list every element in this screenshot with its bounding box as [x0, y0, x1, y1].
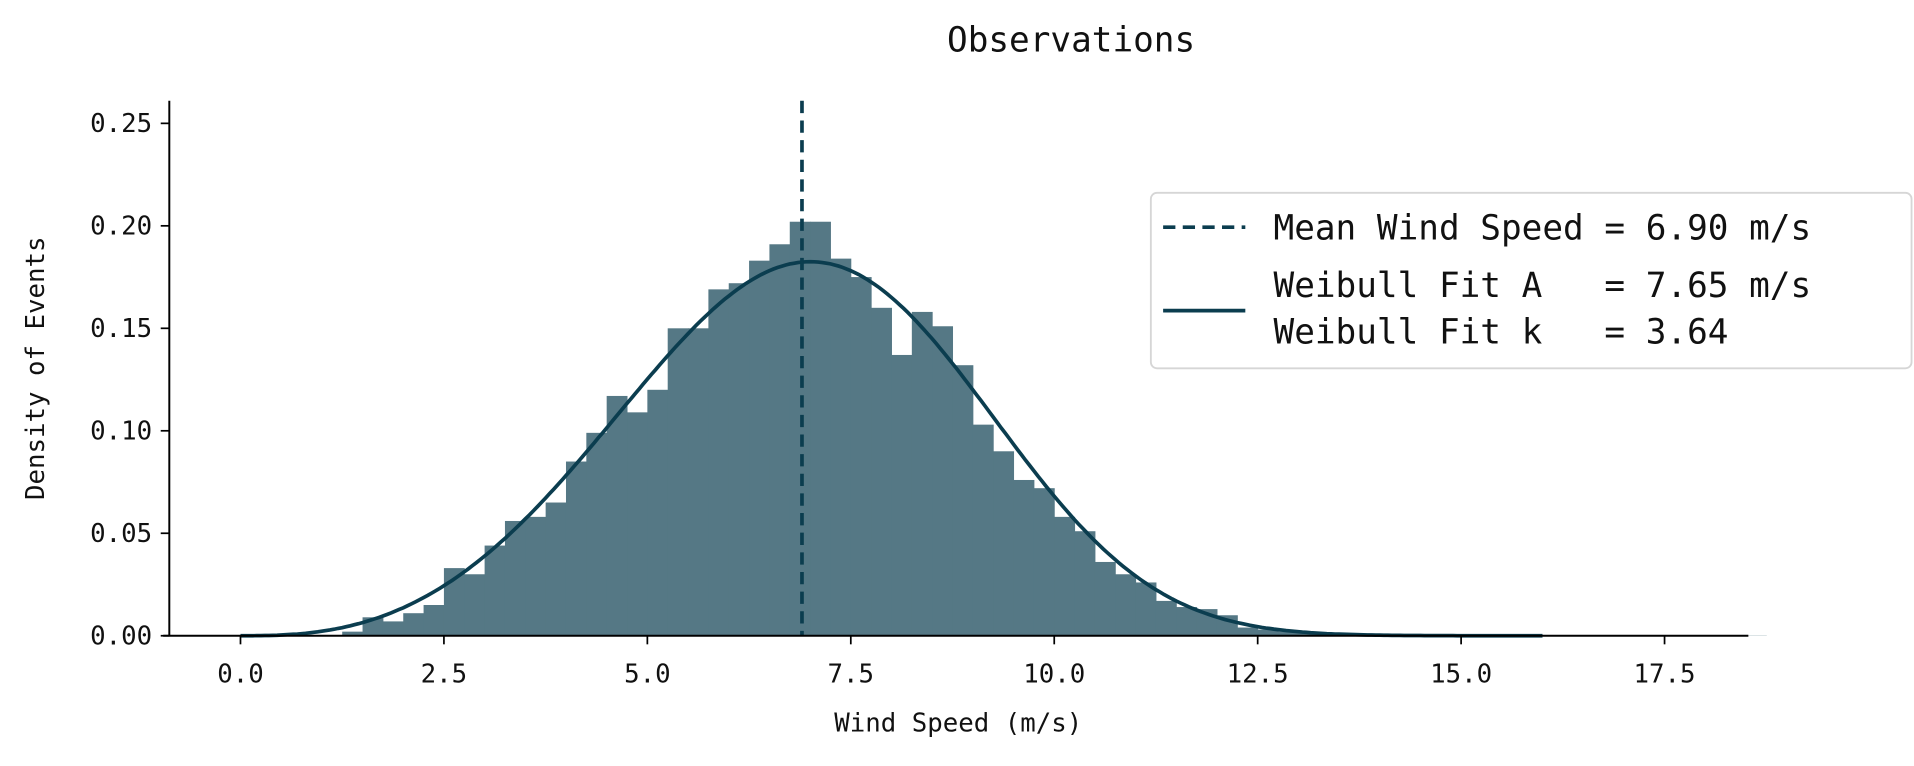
histogram-bar: [972, 424, 994, 636]
histogram-bar: [423, 605, 445, 636]
x-tick-label: 17.5: [1634, 659, 1696, 689]
histogram-bar: [850, 277, 872, 636]
histogram-bar: [667, 328, 689, 636]
x-tick-label: 0.0: [217, 659, 264, 689]
y-tick-label: 0.05: [90, 519, 152, 549]
chart-title: Observations: [947, 21, 1195, 61]
y-tick-label: 0.10: [90, 416, 152, 446]
histogram-bar: [1033, 488, 1055, 636]
histogram-bar: [586, 432, 608, 636]
histogram-bar: [627, 412, 648, 636]
histogram-bar: [789, 221, 811, 636]
histogram-bar: [1278, 631, 1299, 636]
histogram-bar: [1257, 629, 1279, 636]
x-tick-label: 12.5: [1227, 659, 1289, 689]
histogram-bar: [769, 244, 791, 636]
histogram-bar: [1155, 600, 1177, 636]
histogram-bar: [830, 258, 852, 636]
weibull-fit-curve: [240, 259, 1543, 638]
legend-weibull-a-label: Weibull Fit A = 7.65 m/s: [1274, 266, 1812, 306]
legend-box: [1149, 191, 1913, 370]
histogram-bar: [1135, 582, 1157, 636]
histogram-bar: [688, 328, 709, 636]
histogram-bar: [545, 502, 567, 636]
y-tick-label: 0.15: [90, 314, 152, 344]
histogram-bar: [1013, 479, 1035, 636]
histogram-bar: [403, 613, 425, 636]
histogram-bar: [749, 260, 770, 636]
x-tick-label: 10.0: [1023, 659, 1085, 689]
histogram-bar: [1094, 561, 1116, 636]
x-axis-label: Wind Speed (m/s): [834, 708, 1082, 738]
histogram-bar: [443, 568, 465, 636]
x-ticks: 0.0 2.5 5.0 7.5 10.0 12.5 15.0 17.5: [217, 635, 1696, 689]
x-tick-label: 7.5: [828, 659, 875, 689]
x-tick-label: 5.0: [624, 659, 671, 689]
histogram-bars: [342, 221, 1767, 636]
histogram-bar: [728, 283, 750, 636]
histogram-bar: [911, 311, 933, 636]
histogram-bar: [606, 395, 628, 636]
histogram-bar: [993, 451, 1015, 636]
histogram-bar: [932, 326, 954, 636]
histogram-bar: [484, 545, 506, 636]
histogram-bar: [504, 520, 526, 636]
y-tick-label: 0.00: [90, 621, 152, 651]
histogram-bar: [342, 631, 364, 636]
histogram-bar: [382, 621, 404, 636]
histogram-bar: [464, 574, 486, 636]
legend-mean-label: Mean Wind Speed = 6.90 m/s: [1274, 208, 1812, 248]
y-tick-label: 0.20: [90, 211, 152, 241]
histogram-bar: [565, 461, 587, 636]
legend: Mean Wind Speed = 6.90 m/s Weibull Fit A…: [1149, 191, 1913, 370]
x-tick-label: 15.0: [1430, 659, 1492, 689]
x-tick-label: 2.5: [421, 659, 468, 689]
histogram-bar: [952, 365, 974, 636]
histogram-bar: [708, 289, 730, 636]
histogram-bar: [871, 307, 892, 636]
histogram-bar: [1054, 516, 1076, 636]
histogram-bar: [1176, 607, 1198, 636]
histogram-bar: [891, 354, 913, 636]
histogram-bar: [1237, 627, 1259, 636]
y-tick-label: 0.25: [90, 109, 152, 139]
y-ticks: 0.00 0.05 0.10 0.15 0.20 0.25: [90, 109, 170, 651]
histogram-bar: [1074, 531, 1096, 636]
histogram-bar: [525, 516, 547, 636]
histogram-bar: [647, 389, 669, 636]
y-axis-label: Density of Events: [21, 236, 51, 500]
histogram-bar: [1115, 574, 1137, 636]
legend-weibull-k-label: Weibull Fit k = 3.64: [1274, 313, 1729, 353]
histogram-bar: [810, 221, 831, 636]
